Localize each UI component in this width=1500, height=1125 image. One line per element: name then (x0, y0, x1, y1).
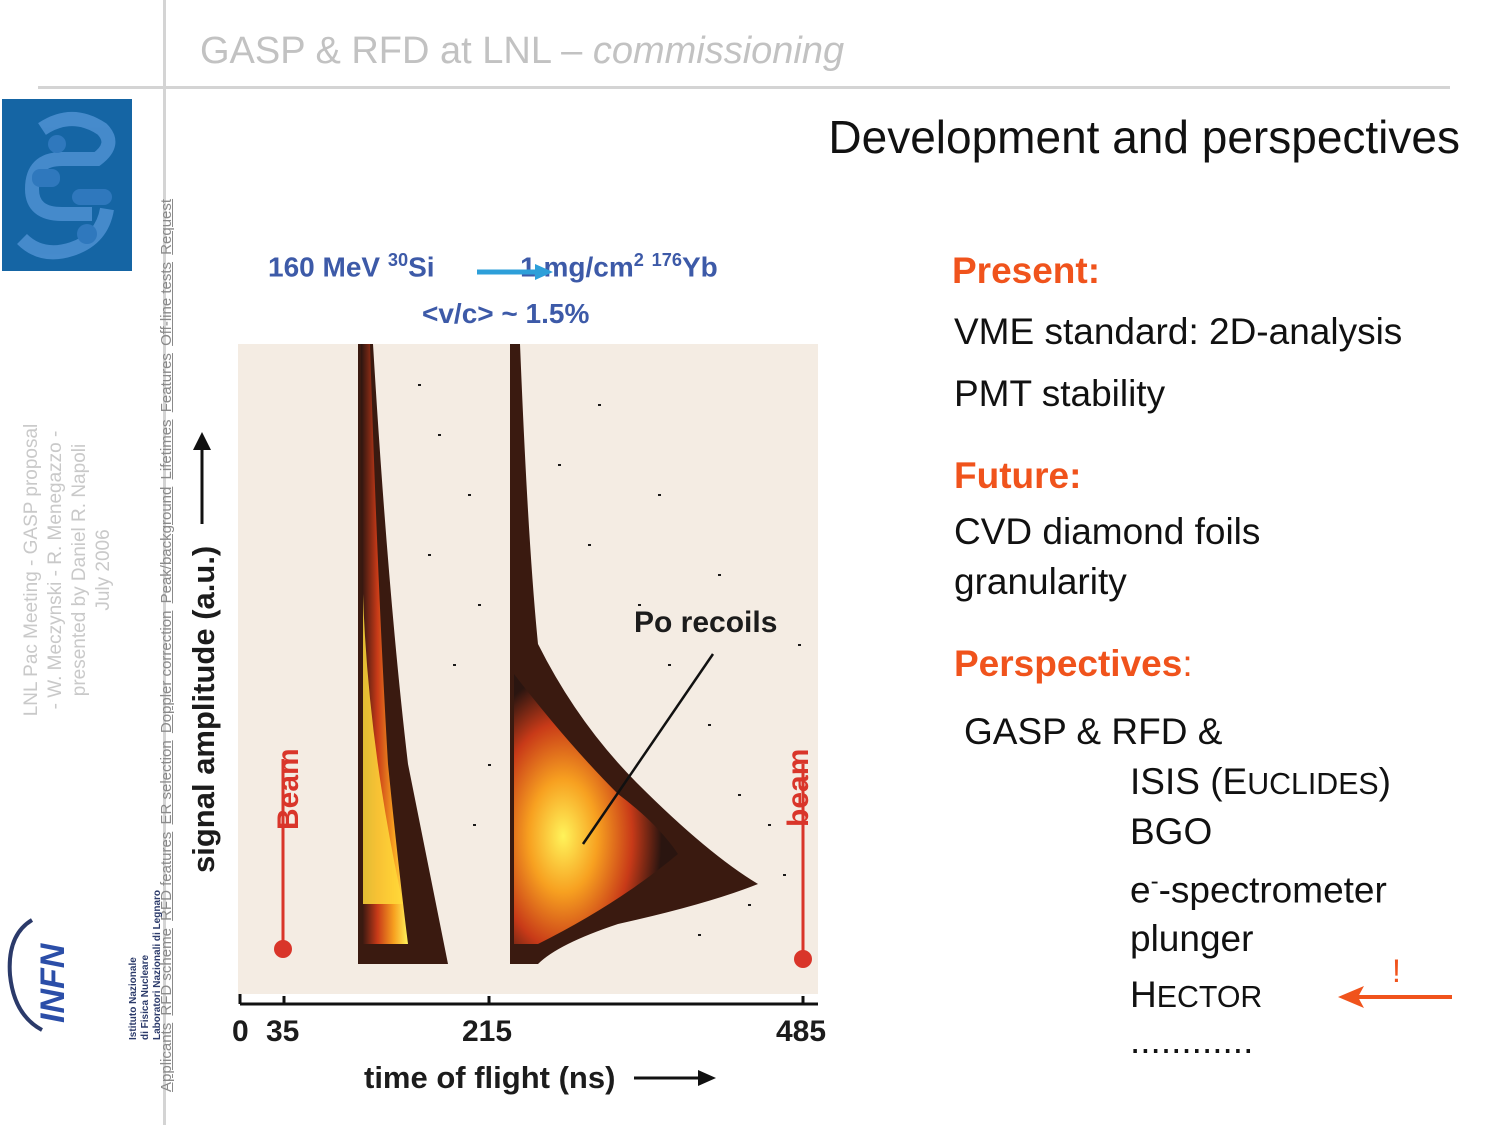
beam-marker-left: Beam (272, 748, 305, 830)
infn-logo: INFN (2, 915, 82, 1035)
present-heading: Present: (952, 250, 1101, 291)
svg-text:INFN: INFN (34, 942, 72, 1023)
sidebar-divider (163, 0, 166, 1125)
perspectives-heading: Perspectives: (954, 643, 1193, 684)
present-item: VME standard: 2D-analysis (954, 311, 1403, 352)
institute-logo (2, 99, 132, 271)
slide-title: Development and perspectives (828, 111, 1460, 163)
meeting-info: LNL Pac Meeting - GASP proposal - W. Mec… (21, 423, 114, 717)
future-item: granularity (954, 561, 1127, 602)
left-arrow-icon (1338, 986, 1452, 1008)
nav-peak-background[interactable]: Peak/background (158, 486, 175, 604)
perspectives-more: ............ (1130, 1020, 1254, 1061)
x-axis-label: time of flight (ns) (364, 1060, 616, 1095)
beam-marker-right: beam (782, 748, 815, 827)
nav-lifetimes[interactable]: Lifetimes (158, 419, 175, 480)
header-divider (38, 86, 1450, 89)
perspectives-item: ISIS (EUCLIDES) (1130, 761, 1391, 802)
nav-request[interactable]: Request (158, 198, 175, 255)
reaction-arrow-icon (477, 264, 553, 280)
highlight-mark: ! (1392, 953, 1401, 989)
x-tick-0: 0 (232, 1015, 249, 1048)
x-tick-35: 35 (266, 1015, 300, 1048)
perspectives-item: e--spectrometer (1130, 868, 1387, 911)
perspectives-lead: GASP & RFD & (964, 711, 1223, 752)
y-axis-arrow-icon (193, 432, 211, 524)
nav-er-selection[interactable]: ER selection (158, 740, 175, 825)
future-item: CVD diamond foils (954, 511, 1261, 552)
nav-offline-tests[interactable]: Off-line tests (158, 261, 175, 346)
x-axis-arrow-icon (634, 1070, 716, 1086)
header-title: GASP & RFD at LNL – commissioning (200, 30, 845, 72)
nav-features[interactable]: Features (158, 353, 175, 413)
y-axis-label: signal amplitude (a.u.) (186, 545, 221, 873)
infn-text: Istituto Nazionale di Fisica Nucleare La… (128, 889, 163, 1040)
perspectives-item: BGO (1130, 811, 1213, 852)
velocity-label: <v/c> ~ 1.5% (422, 298, 590, 329)
perspectives-item: HECTOR (1130, 974, 1263, 1015)
x-axis (238, 994, 818, 1006)
present-item: PMT stability (954, 373, 1166, 414)
x-tick-215: 215 (462, 1015, 513, 1048)
tof-histogram (238, 344, 818, 994)
future-heading: Future: (954, 455, 1082, 496)
perspectives-item: plunger (1130, 918, 1254, 959)
po-recoils-label: Po recoils (634, 606, 778, 639)
x-tick-485: 485 (776, 1015, 827, 1048)
nav-doppler-correction[interactable]: Doppler correction (158, 610, 175, 734)
